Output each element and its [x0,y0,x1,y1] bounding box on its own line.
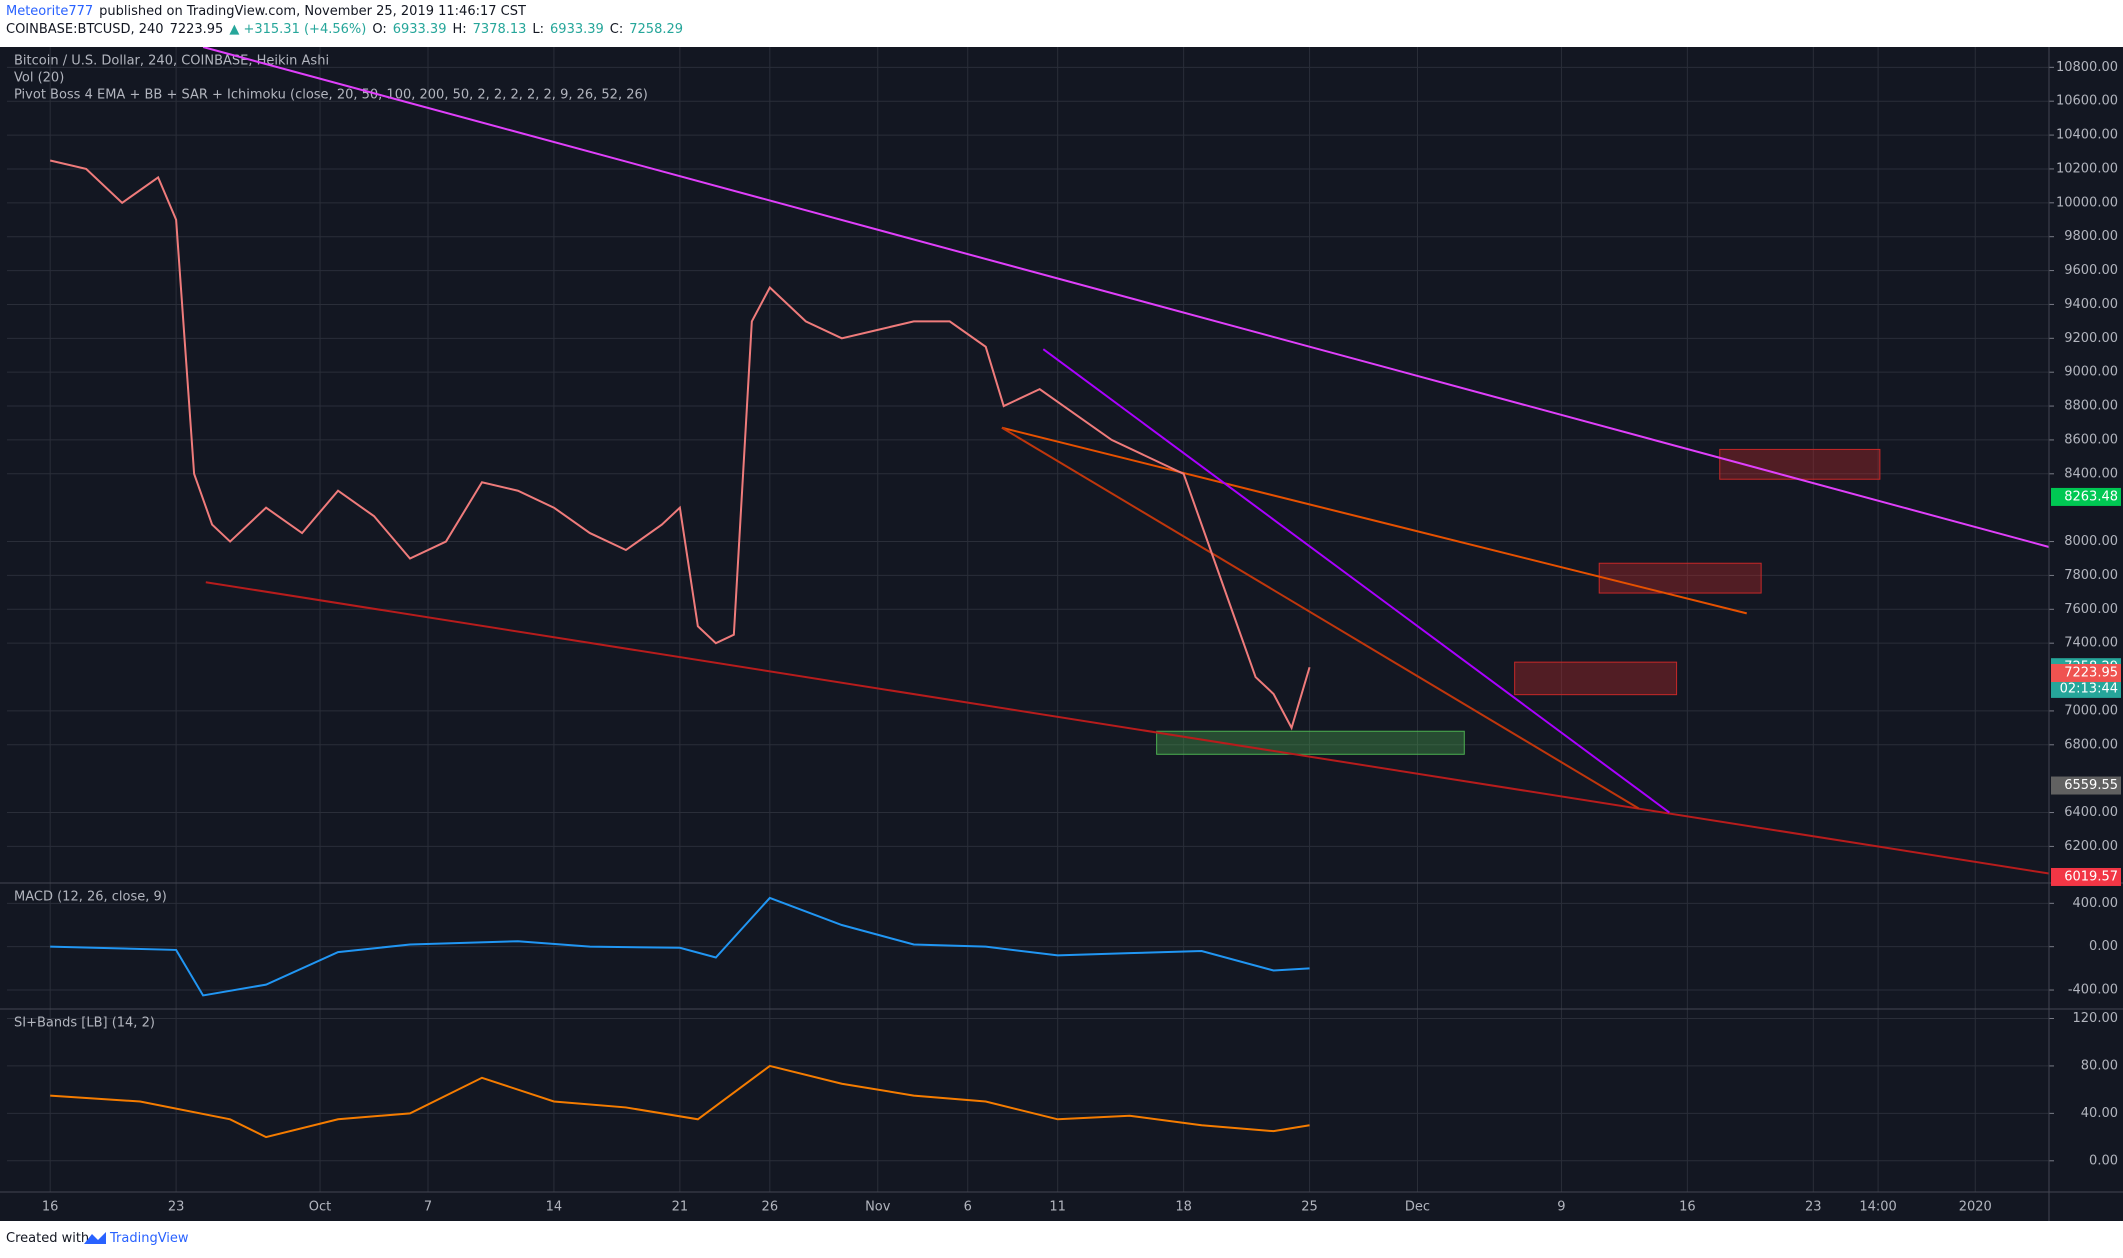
high-label: H: [452,22,467,37]
chart: 16 23 Oct 7 14 21 26 Nov 6 11 18 25 Dec 9 16 23 14:00 202… [0,47,2123,1221]
author[interactable]: Meteorite777 [6,4,94,19]
x-tick-label: 25 [1301,1200,1318,1215]
y-tick-label: 9000.00 [2064,365,2118,380]
y-tick-label: 6800.00 [2064,737,2118,752]
y-tick-label: 40.00 [2081,1106,2118,1121]
y-tick-label: 9600.00 [2064,263,2118,278]
x-tick-label: Dec [1405,1200,1430,1215]
symbol: COINBASE:BTCUSD, 240 [6,22,164,37]
x-tick-label: 14:00 [1859,1200,1896,1215]
y-tick-label: 10800.00 [2056,60,2118,75]
open: 6933.39 [392,22,447,37]
y-tick-label: 8600.00 [2064,432,2118,447]
series-line [50,1064,1310,1139]
pane-subtitle: Vol (20) [14,71,64,86]
x-tick-label: 21 [672,1200,689,1215]
change: ▲ +315.31 (+4.56%) [229,22,367,37]
pane-title: Bitcoin / U.S. Dollar, 240, COINBASE, He… [14,54,329,69]
zone-box [1514,661,1678,696]
open-label: O: [372,22,387,37]
footer: Created with TradingView [0,1221,2123,1258]
x-tick-label: 7 [424,1200,432,1215]
zone-box [1598,562,1762,594]
x-tick-label: 16 [1679,1200,1696,1215]
y-tick-label: 0.00 [2089,939,2118,954]
x-tick-label: 2020 [1959,1200,1992,1215]
price-tag [2051,679,2121,698]
quote-line: COINBASE:BTCUSD, 240 7223.95 ▲ +315.31 (… [6,22,683,37]
trendline [1042,348,1670,814]
pane-title: SI+Bands [LB] (14, 2) [14,1016,155,1031]
price-tag-label: 7223.95 [2064,665,2118,680]
pane-title: MACD (12, 26, close, 9) [14,890,167,905]
x-tick-label: Nov [865,1200,891,1215]
y-tick-label: 400.00 [2073,896,2119,911]
y-tick-label: 10600.00 [2056,94,2118,109]
series-line [49,159,1311,731]
y-tick-label: 7800.00 [2064,568,2118,583]
y-tick-label: 7600.00 [2064,602,2118,617]
y-tick-label: 10200.00 [2056,161,2118,176]
change-text: +315.31 (+4.56%) [243,22,367,37]
price-tag-label: 6019.57 [2064,869,2118,884]
close: 7258.29 [629,22,684,37]
last: 7223.95 [169,22,224,37]
y-tick-label: 7000.00 [2064,703,2118,718]
x-tick-label: 26 [762,1200,779,1215]
background [0,47,2123,1221]
close-label: C: [609,22,624,37]
y-tick-label: 6400.00 [2064,805,2118,820]
x-tick-label: Oct [309,1200,331,1215]
price-tag [2051,776,2121,795]
low-label: L: [532,22,545,37]
brand[interactable]: TradingView [110,1231,189,1246]
trendline [1001,426,1640,810]
series-line [50,896,1310,997]
pane-subtitle: Pivot Boss 4 EMA + BB + SAR + Ichimoku (… [14,88,648,103]
y-tick-label: 8800.00 [2064,399,2118,414]
trendline [1001,426,1747,615]
x-tick-label: 14 [546,1200,563,1215]
y-tick-label: 120.00 [2073,1011,2119,1026]
y-tick-label: 0.00 [2089,1153,2118,1168]
x-tick-label: 16 [42,1200,59,1215]
x-tick-label: 23 [168,1200,185,1215]
y-tick-label: 9400.00 [2064,297,2118,312]
x-tick-label: 23 [1805,1200,1822,1215]
logo [84,1232,106,1244]
header: Meteorite777 published on TradingView.co… [0,0,2123,47]
y-tick-label: 6200.00 [2064,839,2118,854]
published: published on TradingView.com, November 2… [99,4,526,19]
y-tick-label: 7400.00 [2064,636,2118,651]
y-tick-label: 80.00 [2081,1058,2118,1073]
y-tick-label: 9800.00 [2064,229,2118,244]
y-tick-label: 10000.00 [2056,195,2118,210]
price-tag-label: 6559.55 [2064,778,2118,793]
zone-box [1156,730,1465,755]
y-tick-label: -400.00 [2068,983,2118,998]
publish-line: Meteorite777 published on TradingView.co… [6,4,526,19]
trendline [202,47,2050,548]
x-tick-label: 6 [964,1200,972,1215]
x-tick-label: 11 [1049,1200,1066,1215]
price-tag [2051,867,2121,886]
y-tick-label: 10400.00 [2056,128,2118,143]
price-tag [2051,663,2121,682]
price-tag [2051,487,2121,506]
trendline [205,581,2050,875]
low: 6933.39 [550,22,604,37]
price-tag-label: 02:13:44 [2060,681,2118,696]
price-tag-label: 8263.48 [2064,489,2118,504]
high: 7378.13 [472,22,527,37]
created-with: Created with [6,1231,90,1246]
x-tick-label: 9 [1557,1200,1565,1215]
y-tick-label: 9200.00 [2064,331,2118,346]
y-tick-label: 8000.00 [2064,534,2118,549]
x-tick-label: 18 [1175,1200,1192,1215]
y-tick-label: 8400.00 [2064,466,2118,481]
